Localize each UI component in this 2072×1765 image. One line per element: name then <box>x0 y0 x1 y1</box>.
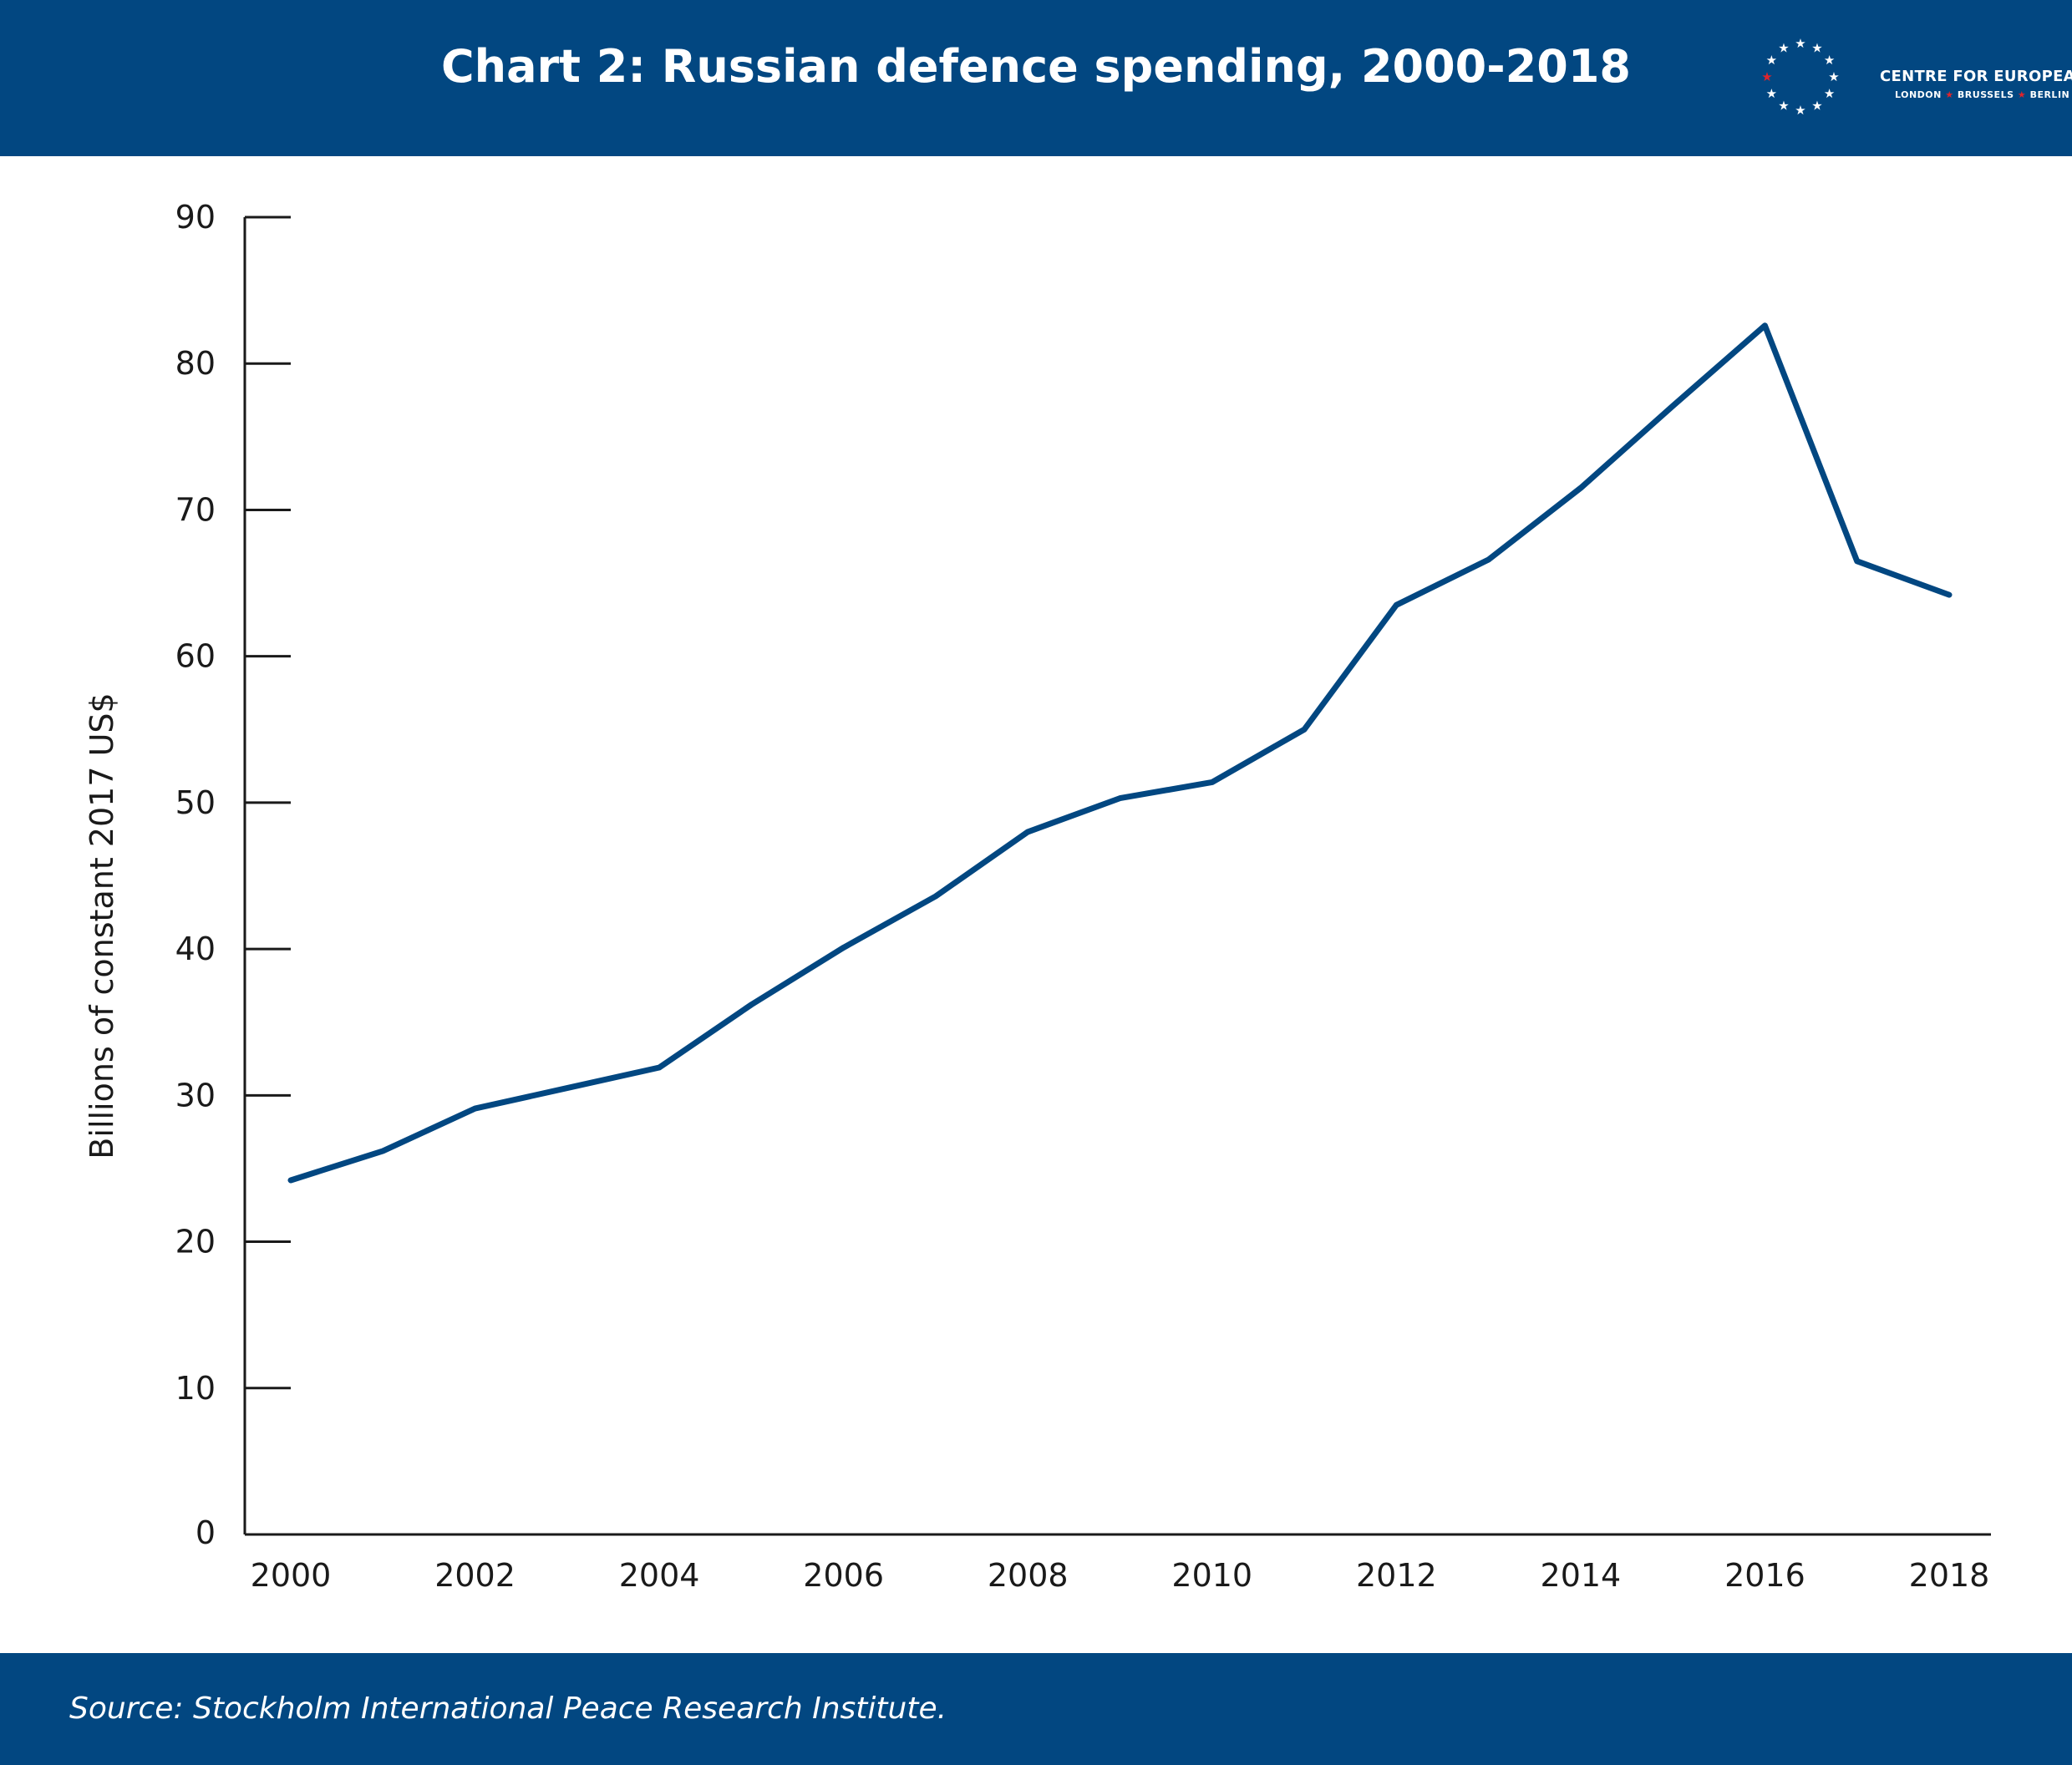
logo-city-brussels: BRUSSELS <box>1957 89 2014 100</box>
x-tick-label: 2010 <box>1171 1557 1252 1594</box>
y-axis-label: Billions of constant 2017 US$ <box>84 692 120 1159</box>
x-tick-label: 2000 <box>251 1557 332 1594</box>
y-tick-label: 80 <box>175 345 216 382</box>
x-axis-ticks: 2000 2002 2004 2006 2008 2010 2012 2014 2016 2018 <box>251 1557 1990 1594</box>
series-points <box>290 325 1950 1181</box>
y-tick-label: 20 <box>175 1224 216 1260</box>
star-icon: ★ <box>1795 103 1805 118</box>
star-icon: ★ <box>1778 99 1789 114</box>
chart-title: Chart 2: Russian defence spending, 2000-… <box>441 40 1631 93</box>
star-icon: ★ <box>1828 69 1839 84</box>
header-band: Chart 2: Russian defence spending, 2000-… <box>0 0 2072 156</box>
x-tick-label: 2004 <box>619 1557 700 1594</box>
x-tick-label: 2018 <box>1909 1557 1990 1594</box>
x-tick-label: 2006 <box>803 1557 884 1594</box>
star-icon: ★ <box>1766 53 1777 68</box>
source-note: Source: Stockholm International Peace Re… <box>69 1691 947 1726</box>
star-icon: ★ <box>1778 40 1789 55</box>
y-tick-label: 70 <box>175 491 216 528</box>
star-icon: ★ <box>1766 86 1777 101</box>
star-icon: ★ <box>1824 86 1835 101</box>
y-axis-ticks: 0 10 20 30 40 50 60 70 80 90 <box>175 199 291 1551</box>
y-tick-label: 30 <box>175 1077 216 1113</box>
logo-name: CENTRE FOR EUROPEAN REFORM <box>1880 68 2072 85</box>
y-tick-label: 0 <box>196 1514 216 1551</box>
star-icon: ★ <box>1811 40 1822 55</box>
series-line <box>287 322 1953 1184</box>
y-tick-label: 90 <box>175 199 216 236</box>
x-tick-label: 2014 <box>1541 1557 1622 1594</box>
star-icon: ★ <box>1811 99 1822 114</box>
logo-city-berlin: BERLIN <box>2029 89 2070 100</box>
x-tick-label: 2016 <box>1724 1557 1805 1594</box>
line-chart: 0 10 20 30 40 50 60 70 80 90 2000 2002 2004 2006 2008… <box>84 199 1991 1594</box>
star-ring-icon: ★ ★★★★★★★★★★★ <box>1761 36 1839 118</box>
y-tick-label: 60 <box>175 638 216 675</box>
cer-logo: ★★★★★★★★★★★★ CENTRE FOR EUROPEAN REFORM … <box>1750 32 2072 124</box>
logo-city-london: LONDON <box>1895 89 1942 100</box>
y-tick-label: 40 <box>175 931 216 967</box>
footer-band: Source: Stockholm International Peace Re… <box>0 1653 2072 1765</box>
star-icon: ★ <box>1824 53 1835 68</box>
y-tick-label: 50 <box>175 784 216 821</box>
logo-cities: LONDON ★ BRUSSELS ★ BERLIN <box>1895 89 2069 100</box>
separator-star-icon: ★ <box>2017 89 2030 100</box>
separator-star-icon: ★ <box>1945 89 1958 100</box>
star-icon: ★ <box>1761 69 1772 84</box>
x-tick-label: 2002 <box>434 1557 515 1594</box>
x-tick-label: 2012 <box>1356 1557 1437 1594</box>
x-tick-label: 2008 <box>988 1557 1069 1594</box>
y-tick-label: 10 <box>175 1370 216 1407</box>
star-icon: ★ <box>1795 36 1805 51</box>
